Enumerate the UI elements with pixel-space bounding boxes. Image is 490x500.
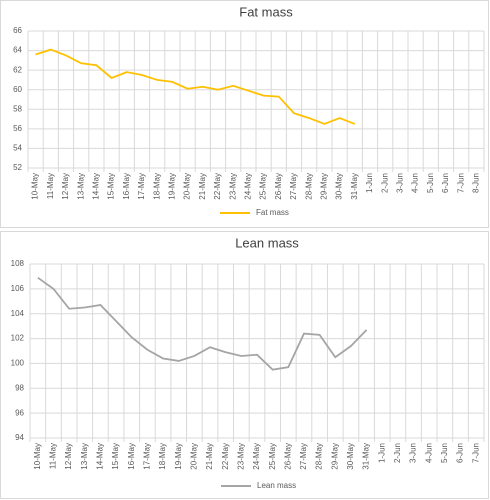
x-tick-label: 6-Jun — [456, 443, 465, 463]
x-tick-label: 22-May — [221, 443, 230, 470]
x-tick-label: 3-Jun — [409, 443, 418, 463]
y-tick-label: 102 — [11, 334, 25, 343]
x-tick-label: 25-May — [259, 173, 268, 200]
y-tick-label: 98 — [15, 383, 24, 392]
x-tick-label: 10-May — [31, 173, 40, 200]
x-tick-label: 20-May — [183, 173, 192, 200]
x-tick-label: 10-May — [33, 443, 42, 470]
x-tick-label: 26-May — [283, 443, 292, 470]
y-tick-label: 62 — [13, 65, 22, 74]
x-tick-label: 28-May — [304, 173, 313, 200]
x-tick-label: 24-May — [244, 173, 253, 200]
x-tick-label: 12-May — [64, 443, 73, 470]
x-tick-label: 29-May — [330, 443, 339, 470]
legend-label: Lean mass — [257, 481, 296, 490]
x-tick-label: 2-Jun — [393, 443, 402, 463]
y-tick-label: 94 — [15, 433, 24, 442]
y-tick-label: 66 — [13, 26, 22, 35]
x-tick-label: 13-May — [76, 173, 85, 200]
x-tick-label: 23-May — [228, 173, 237, 200]
x-tick-label: 2-Jun — [380, 173, 389, 193]
x-tick-label: 29-May — [320, 173, 329, 200]
y-tick-label: 56 — [13, 124, 22, 133]
x-tick-label: 15-May — [111, 443, 120, 470]
x-tick-label: 27-May — [289, 173, 298, 200]
data-line — [35, 48, 356, 125]
x-tick-label: 30-May — [335, 173, 344, 200]
x-tick-label: 14-May — [96, 443, 105, 470]
x-tick-label: 17-May — [137, 173, 146, 200]
x-tick-label: 23-May — [236, 443, 245, 470]
y-tick-label: 54 — [13, 144, 22, 153]
x-tick-label: 20-May — [189, 443, 198, 470]
x-tick-label: 31-May — [362, 443, 371, 470]
x-tick-label: 3-Jun — [396, 173, 405, 193]
x-tick-label: 30-May — [346, 443, 355, 470]
x-tick-label: 18-May — [158, 443, 167, 470]
y-tick-label: 64 — [13, 46, 22, 55]
x-tick-label: 13-May — [80, 443, 89, 470]
x-tick-label: 5-Jun — [426, 173, 435, 193]
x-tick-label: 18-May — [152, 173, 161, 200]
x-tick-label: 31-May — [350, 173, 359, 200]
y-tick-label: 100 — [11, 359, 25, 368]
x-tick-label: 8-Jun — [472, 173, 481, 193]
x-tick-label: 14-May — [92, 173, 101, 200]
x-tick-label: 15-May — [107, 173, 116, 200]
y-tick-label: 52 — [13, 163, 22, 172]
x-tick-label: 22-May — [213, 173, 222, 200]
y-tick-label: 58 — [13, 104, 22, 113]
chart-frame — [0, 0, 489, 228]
x-tick-label: 28-May — [315, 443, 324, 470]
x-tick-label: 4-Jun — [411, 173, 420, 193]
x-tick-label: 1-Jun — [377, 443, 386, 463]
x-tick-label: 7-Jun — [456, 173, 465, 193]
x-tick-label: 1-Jun — [365, 173, 374, 193]
legend-label: Fat mass — [256, 208, 289, 217]
x-tick-label: 12-May — [61, 173, 70, 200]
x-tick-label: 21-May — [205, 443, 214, 470]
x-tick-label: 21-May — [198, 173, 207, 200]
y-tick-label: 96 — [15, 408, 24, 417]
chart-title: Lean mass — [235, 235, 299, 250]
x-tick-label: 5-Jun — [440, 443, 449, 463]
y-tick-label: 106 — [11, 284, 25, 293]
y-tick-label: 60 — [13, 85, 22, 94]
x-tick-label: 27-May — [299, 443, 308, 470]
x-tick-label: 16-May — [127, 443, 136, 470]
x-tick-label: 24-May — [252, 443, 261, 470]
x-tick-label: 19-May — [168, 173, 177, 200]
x-tick-label: 11-May — [46, 173, 55, 199]
x-tick-label: 17-May — [143, 443, 152, 470]
x-tick-label: 6-Jun — [441, 173, 450, 193]
chart-frame — [0, 231, 489, 499]
x-tick-label: 16-May — [122, 173, 131, 200]
x-tick-label: 4-Jun — [424, 443, 433, 463]
x-tick-label: 26-May — [274, 173, 283, 200]
chart-title: Fat mass — [239, 4, 293, 19]
x-tick-label: 11-May — [49, 443, 58, 469]
x-tick-label: 25-May — [268, 443, 277, 470]
y-tick-label: 104 — [11, 309, 25, 318]
x-tick-label: 7-Jun — [471, 443, 480, 463]
x-tick-label: 19-May — [174, 443, 183, 470]
data-line — [37, 276, 368, 371]
y-tick-label: 108 — [11, 259, 25, 268]
